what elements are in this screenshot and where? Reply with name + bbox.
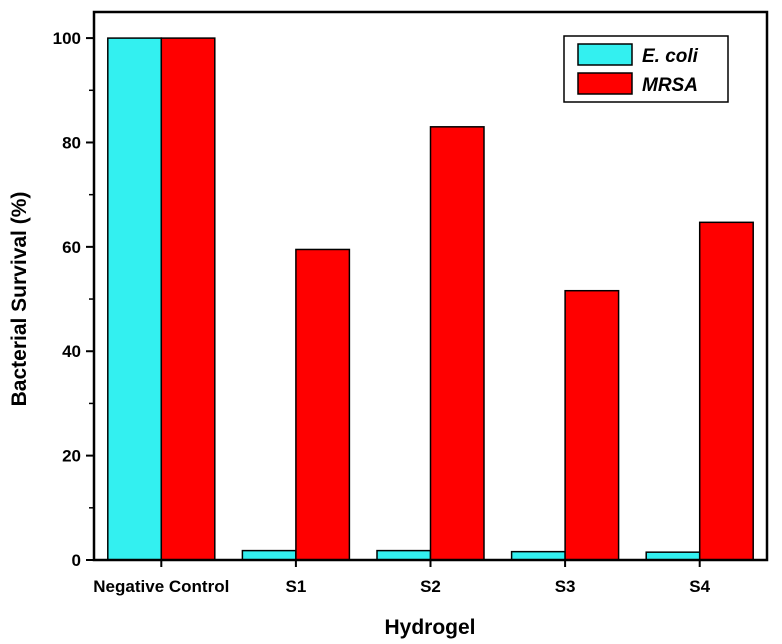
y-tick-label: 0 bbox=[72, 551, 81, 570]
y-tick-label: 100 bbox=[53, 29, 81, 48]
bars-group bbox=[107, 37, 754, 561]
legend-swatch-mrsa bbox=[577, 72, 633, 95]
bar-e-coli-s3 bbox=[510, 550, 566, 561]
bar-e-coli-negative-control bbox=[107, 37, 163, 561]
y-tick-label: 20 bbox=[62, 447, 81, 466]
bar-mrsa-s4 bbox=[698, 221, 754, 561]
bar-mrsa-negative-control bbox=[160, 37, 216, 561]
bar-mrsa-s3 bbox=[564, 289, 620, 561]
y-tick-label: 40 bbox=[62, 342, 81, 361]
plot-frame bbox=[92, 10, 769, 562]
legend-swatch-e-coli bbox=[577, 43, 633, 66]
axes-group: Negative Control S1 S2 S3 S4 0 20 40 60 80 100 bbox=[53, 10, 769, 596]
bar-mrsa-s2 bbox=[429, 126, 485, 561]
x-tick-label: S3 bbox=[555, 577, 576, 596]
x-tick-label: S4 bbox=[689, 577, 710, 596]
x-axis-title: Hydrogel bbox=[384, 616, 475, 639]
bar-e-coli-s1 bbox=[241, 549, 297, 561]
y-tick-label: 60 bbox=[62, 238, 81, 257]
legend: E. coli MRSA bbox=[563, 35, 729, 103]
x-tick-label: S2 bbox=[420, 577, 441, 596]
legend-label-e-coli: E. coli bbox=[642, 46, 699, 67]
y-axis-title: Bacterial Survival (%) bbox=[8, 192, 31, 407]
x-tick-label: Negative Control bbox=[93, 577, 229, 596]
y-tick-label: 80 bbox=[62, 133, 81, 152]
bar-mrsa-s1 bbox=[295, 248, 351, 561]
x-tick-label: S1 bbox=[286, 577, 307, 596]
legend-label-mrsa: MRSA bbox=[642, 75, 698, 96]
bar-e-coli-s2 bbox=[376, 549, 432, 561]
